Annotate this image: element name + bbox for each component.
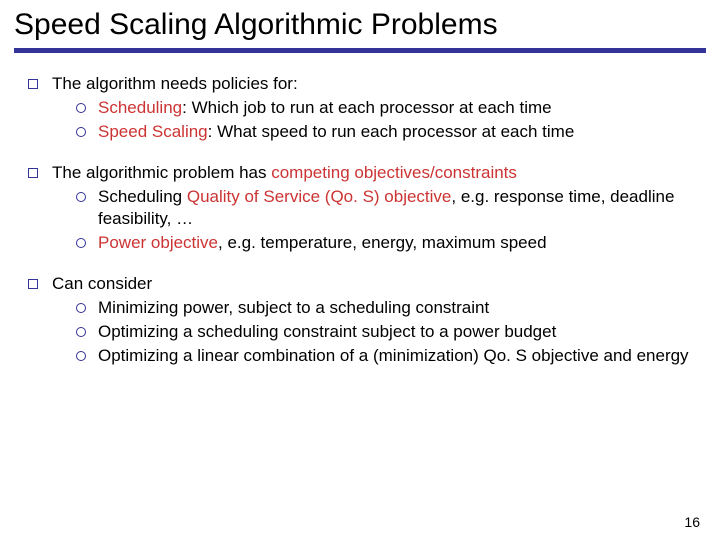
highlight-text: Quality of Service (Qo. S) objective <box>187 187 452 206</box>
bullet-3-sub-1: Minimizing power, subject to a schedulin… <box>76 297 692 319</box>
circle-bullet-icon <box>76 351 86 361</box>
bullet-3: Can consider Minimizing power, subject t… <box>28 273 692 366</box>
text-pre: The algorithmic problem has <box>52 163 271 182</box>
bullet-1-sub-1: Scheduling: Which job to run at each pro… <box>76 97 692 119</box>
bullet-3-sub-2-body: Optimizing a scheduling constraint subje… <box>98 321 692 343</box>
bullet-3-sublist: Minimizing power, subject to a schedulin… <box>52 297 692 366</box>
highlight-text: Scheduling <box>98 98 182 117</box>
highlight-text: competing objectives/constraints <box>271 163 517 182</box>
circle-bullet-icon <box>76 103 86 113</box>
bullet-2-sub-1-body: Scheduling Quality of Service (Qo. S) ob… <box>98 186 692 230</box>
circle-bullet-icon <box>76 238 86 248</box>
bullet-3-sub-3: Optimizing a linear combination of a (mi… <box>76 345 692 367</box>
text-post: : Which job to run at each processor at … <box>182 98 551 117</box>
circle-bullet-icon <box>76 303 86 313</box>
slide-content: The algorithm needs policies for: Schedu… <box>0 53 720 366</box>
bullet-2: The algorithmic problem has competing ob… <box>28 162 692 253</box>
bullet-1-sublist: Scheduling: Which job to run at each pro… <box>52 97 692 143</box>
bullet-3-sub-1-body: Minimizing power, subject to a schedulin… <box>98 297 692 319</box>
highlight-text: Power objective <box>98 233 218 252</box>
bullet-1: The algorithm needs policies for: Schedu… <box>28 73 692 142</box>
bullet-2-sub-1: Scheduling Quality of Service (Qo. S) ob… <box>76 186 692 230</box>
bullet-1-sub-2-body: Speed Scaling: What speed to run each pr… <box>98 121 692 143</box>
highlight-text: Speed Scaling <box>98 122 208 141</box>
text-post: : What speed to run each processor at ea… <box>208 122 575 141</box>
bullet-3-lead: Can consider <box>52 274 152 293</box>
bullet-1-body: The algorithm needs policies for: Schedu… <box>52 73 692 142</box>
square-bullet-icon <box>28 279 38 289</box>
bullet-3-sub-3-body: Optimizing a linear combination of a (mi… <box>98 345 692 367</box>
text-pre: Scheduling <box>98 187 187 206</box>
bullet-2-sublist: Scheduling Quality of Service (Qo. S) ob… <box>52 186 692 253</box>
slide: Speed Scaling Algorithmic Problems The a… <box>0 0 720 540</box>
circle-bullet-icon <box>76 127 86 137</box>
bullet-3-body: Can consider Minimizing power, subject t… <box>52 273 692 366</box>
page-number: 16 <box>684 514 700 530</box>
bullet-2-body: The algorithmic problem has competing ob… <box>52 162 692 253</box>
circle-bullet-icon <box>76 192 86 202</box>
text-post: , e.g. temperature, energy, maximum spee… <box>218 233 547 252</box>
bullet-2-sub-2-body: Power objective, e.g. temperature, energ… <box>98 232 692 254</box>
slide-title: Speed Scaling Algorithmic Problems <box>0 0 720 46</box>
bullet-3-sub-2: Optimizing a scheduling constraint subje… <box>76 321 692 343</box>
bullet-2-sub-2: Power objective, e.g. temperature, energ… <box>76 232 692 254</box>
bullet-1-lead: The algorithm needs policies for: <box>52 74 298 93</box>
bullet-1-sub-1-body: Scheduling: Which job to run at each pro… <box>98 97 692 119</box>
circle-bullet-icon <box>76 327 86 337</box>
square-bullet-icon <box>28 79 38 89</box>
square-bullet-icon <box>28 168 38 178</box>
bullet-1-sub-2: Speed Scaling: What speed to run each pr… <box>76 121 692 143</box>
